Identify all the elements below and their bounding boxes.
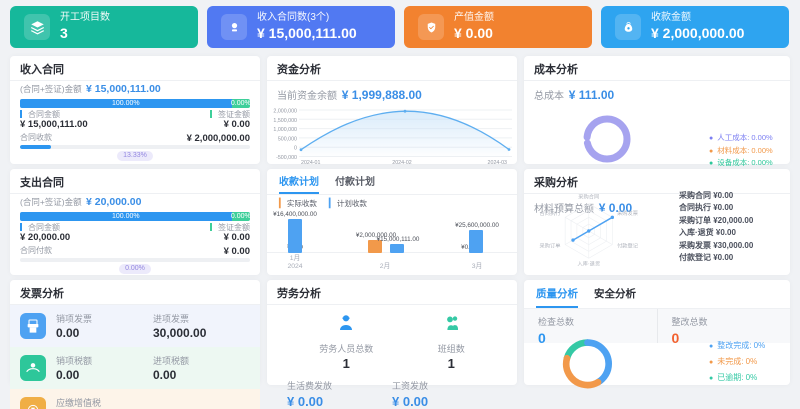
svg-text:500,000: 500,000	[278, 136, 297, 142]
svg-text:0: 0	[294, 146, 297, 152]
svg-text:采购订单: 采购订单	[539, 242, 560, 250]
svg-text:2024-02: 2024-02	[392, 160, 411, 166]
svg-text:1,000,000: 1,000,000	[273, 127, 297, 133]
svg-text:-500,000: -500,000	[276, 155, 297, 161]
svg-text:2024-01: 2024-01	[301, 160, 320, 166]
svg-text:合同执行: 合同执行	[539, 209, 560, 217]
svg-text:采购合同: 采购合同	[578, 192, 599, 200]
svg-text:1,500,000: 1,500,000	[273, 118, 297, 124]
svg-text:采购发票: 采购发票	[617, 209, 638, 217]
svg-text:2024-03: 2024-03	[488, 160, 507, 166]
svg-text:入库·退货: 入库·退货	[577, 260, 600, 268]
svg-text:付款登记: 付款登记	[617, 242, 639, 250]
svg-text:2,000,000: 2,000,000	[273, 109, 297, 115]
